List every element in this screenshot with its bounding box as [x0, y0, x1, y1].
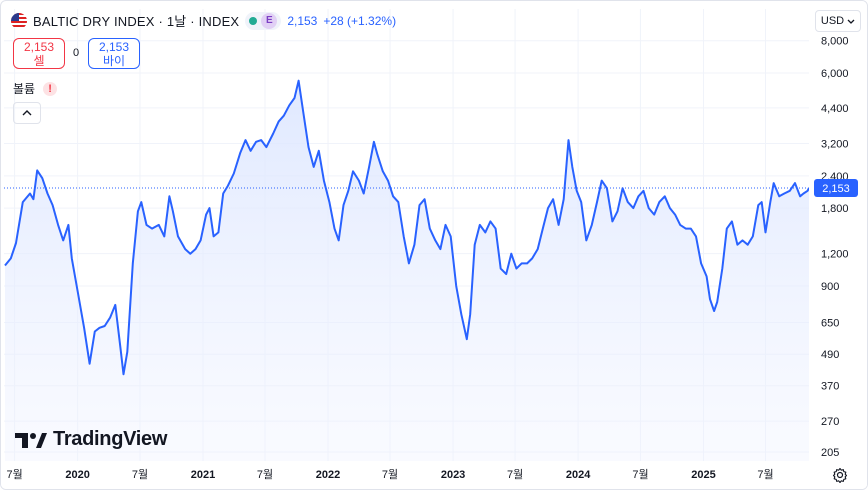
y-tick-label: 900 — [821, 281, 839, 293]
y-tick-label: 205 — [821, 447, 839, 459]
y-tick-label: 1,200 — [821, 249, 849, 261]
x-tick-label: 2023 — [441, 469, 465, 481]
market-open-dot-icon — [249, 16, 258, 25]
logo-text: TradingView — [53, 428, 168, 450]
x-tick-label: 7월 — [507, 468, 523, 481]
price-axis[interactable] — [809, 1, 867, 489]
symbol-title[interactable]: BALTIC DRY INDEX · 1날 · INDEX — [33, 14, 240, 29]
last-price-tag — [814, 179, 858, 198]
volume-label: 볼륨 — [13, 82, 36, 96]
settings-gear-glyph — [832, 467, 848, 483]
gear-icon[interactable] — [830, 465, 850, 485]
chevron-down-icon — [847, 19, 855, 24]
series-line[interactable] — [4, 79, 810, 376]
symbol-legend: BALTIC DRY INDEX · 1날 · INDEX E 2,153 +2… — [11, 11, 396, 30]
x-tick-label: 7월 — [382, 468, 398, 481]
x-tick-label: 7월 — [257, 468, 273, 481]
warning-icon[interactable]: ! — [43, 81, 58, 96]
chevron-up-icon — [22, 110, 32, 116]
y-tick-label: 6,000 — [821, 68, 849, 80]
price-change: +28 (+1.32%) — [323, 13, 397, 28]
tradingview-logo[interactable]: TradingView — [15, 428, 167, 451]
x-tick-label: 7월 — [632, 468, 648, 481]
y-tick-label: 650 — [821, 317, 839, 329]
time-axis[interactable] — [1, 461, 867, 489]
x-tick-label: 7월 — [757, 468, 773, 481]
y-tick-label: 490 — [821, 349, 839, 361]
series-area-fill — [5, 80, 809, 461]
status-pill[interactable]: E — [245, 11, 282, 30]
exchange-badge: E — [261, 12, 278, 29]
y-tick-label: 4,400 — [821, 103, 849, 115]
x-tick-label: 2024 — [566, 469, 591, 481]
last-price-tag-label: 2,153 — [822, 183, 850, 195]
x-tick-label: 7월 — [6, 468, 22, 481]
spread-value: 0 — [73, 47, 80, 59]
x-tick-label: 2025 — [691, 469, 715, 481]
volume-indicator[interactable]: 볼륨 ! — [13, 80, 58, 97]
sell-button[interactable]: 2,153 셀 — [13, 38, 65, 69]
y-tick-label: 3,200 — [821, 139, 849, 151]
collapse-button[interactable] — [13, 102, 41, 124]
x-tick-label: 2020 — [65, 469, 89, 481]
currency-label: USD — [820, 15, 845, 27]
us-flag-icon — [11, 12, 27, 29]
currency-select[interactable]: USD — [815, 10, 861, 32]
y-tick-label: 270 — [821, 416, 839, 428]
y-tick-label: 8,000 — [821, 36, 849, 48]
y-tick-label: 1,800 — [821, 203, 849, 215]
y-tick-label: 370 — [821, 381, 839, 393]
last-price: 2,153 — [287, 13, 318, 28]
buy-label: 바이 — [102, 53, 126, 68]
x-tick-label: 2022 — [316, 469, 340, 481]
x-tick-label: 7월 — [132, 468, 148, 481]
tradingview-logo-icon — [15, 432, 47, 448]
sell-price: 2,153 — [23, 39, 55, 54]
buy-button[interactable]: 2,153 바이 — [88, 38, 140, 69]
sell-label: 셀 — [33, 53, 45, 68]
buy-price: 2,153 — [98, 39, 130, 54]
x-tick-label: 2021 — [191, 469, 215, 481]
